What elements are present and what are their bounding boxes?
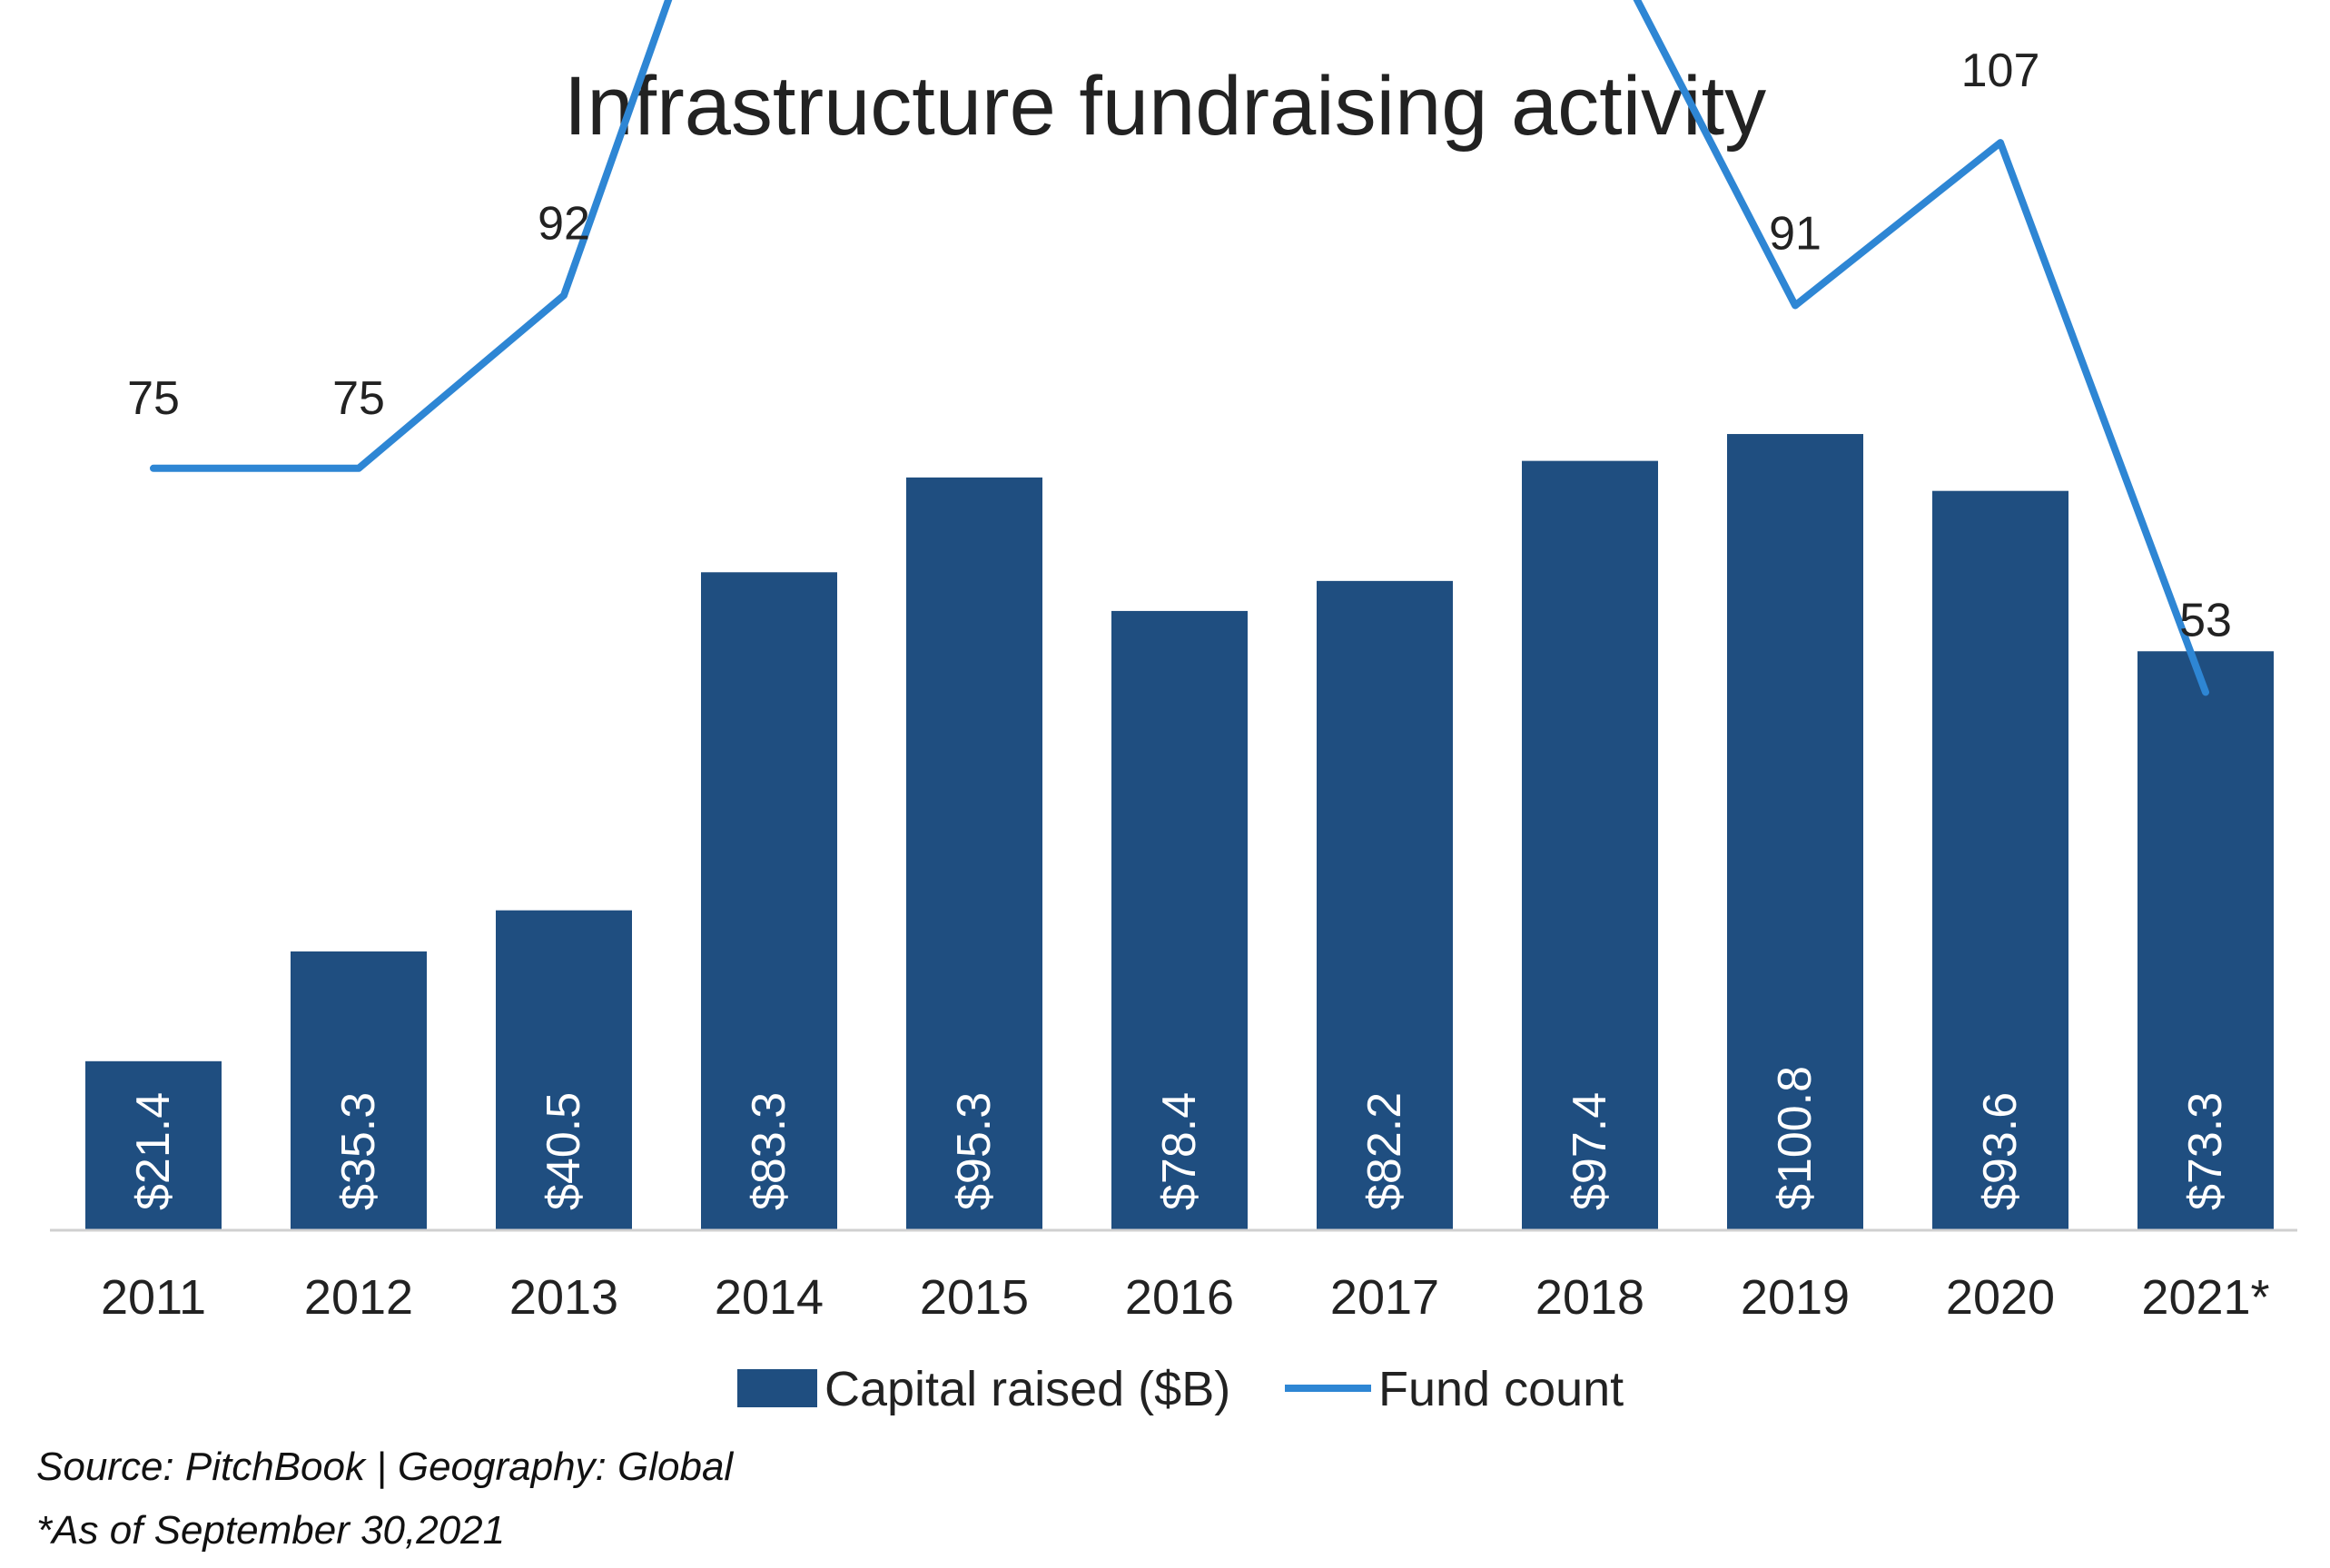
bars-layer [85,434,2274,1230]
bar-labels-layer: $21.4 $35.3 $40.5 $83.3 $95.3 $78.4 $82.2 $97.4… [127,1066,2232,1210]
line-layer [150,0,2209,696]
x-tick-label: 2020 [1946,1270,2055,1325]
x-tick-label: 2018 [1535,1270,1644,1325]
bar-value-label: $78.4 [1153,1092,1206,1210]
legend-label-capital-raised: Capital raised ($B) [824,1362,1230,1416]
line-labels-layer: 7575921491341411331309110753 [127,44,2232,646]
fund-count-label: 92 [538,197,590,250]
bar-2014 [701,572,837,1230]
x-axis-labels: 2011 2012 2013 2014 2015 2016 2017 2018 2019 2020… [101,1270,2270,1325]
fund-count-label: 91 [1769,207,1822,260]
fund-count-label: 53 [2179,594,2232,646]
x-tick-label: 2014 [715,1270,824,1325]
x-tick-label: 2013 [509,1270,618,1325]
bar-value-label: $21.4 [127,1092,180,1210]
legend: Capital raised ($B) Fund count [737,1362,1624,1416]
bar-value-label: $95.3 [948,1092,1001,1210]
x-tick-label: 2019 [1741,1270,1850,1325]
bar-2016 [1111,610,1248,1230]
legend-label-fund-count: Fund count [1378,1362,1624,1416]
x-tick-label: 2015 [920,1270,1029,1325]
bar-value-label: $40.5 [538,1092,590,1210]
source-note: Source: PitchBook | Geography: Global [36,1445,734,1489]
bar-2012 [291,951,427,1230]
legend-swatch-capital-raised [737,1369,817,1407]
footnote: *As of September 30,2021 [36,1508,505,1553]
chart-title: Infrastructure fundraising activity [564,60,1766,153]
bar-value-label: $97.4 [1564,1092,1616,1210]
bar-value-label: $100.8 [1769,1066,1822,1210]
bar-value-label: $82.2 [1358,1092,1411,1210]
bar-2021 [2137,651,2274,1230]
fund-count-label: 107 [1961,44,2040,97]
bar-2015 [906,477,1042,1230]
x-tick-label: 2021* [2141,1270,2269,1325]
x-tick-label: 2012 [304,1270,413,1325]
fund-count-label: 75 [332,372,385,425]
bar-2020 [1932,490,2068,1230]
x-tick-label: 2011 [101,1270,206,1325]
bar-2011 [85,1060,222,1230]
bar-value-label: $35.3 [332,1092,385,1210]
bar-2019 [1727,434,1863,1230]
fund-count-label: 75 [127,372,180,425]
fund-count-line [150,0,2209,696]
bar-value-label: $93.6 [1974,1092,2027,1210]
x-tick-label: 2017 [1330,1270,1439,1325]
x-tick-label: 2016 [1125,1270,1234,1325]
bar-2018 [1522,460,1658,1230]
bar-2017 [1317,580,1453,1230]
bar-value-label: $83.3 [743,1092,795,1210]
bar-2013 [496,910,632,1230]
bar-value-label: $73.3 [2179,1092,2232,1210]
